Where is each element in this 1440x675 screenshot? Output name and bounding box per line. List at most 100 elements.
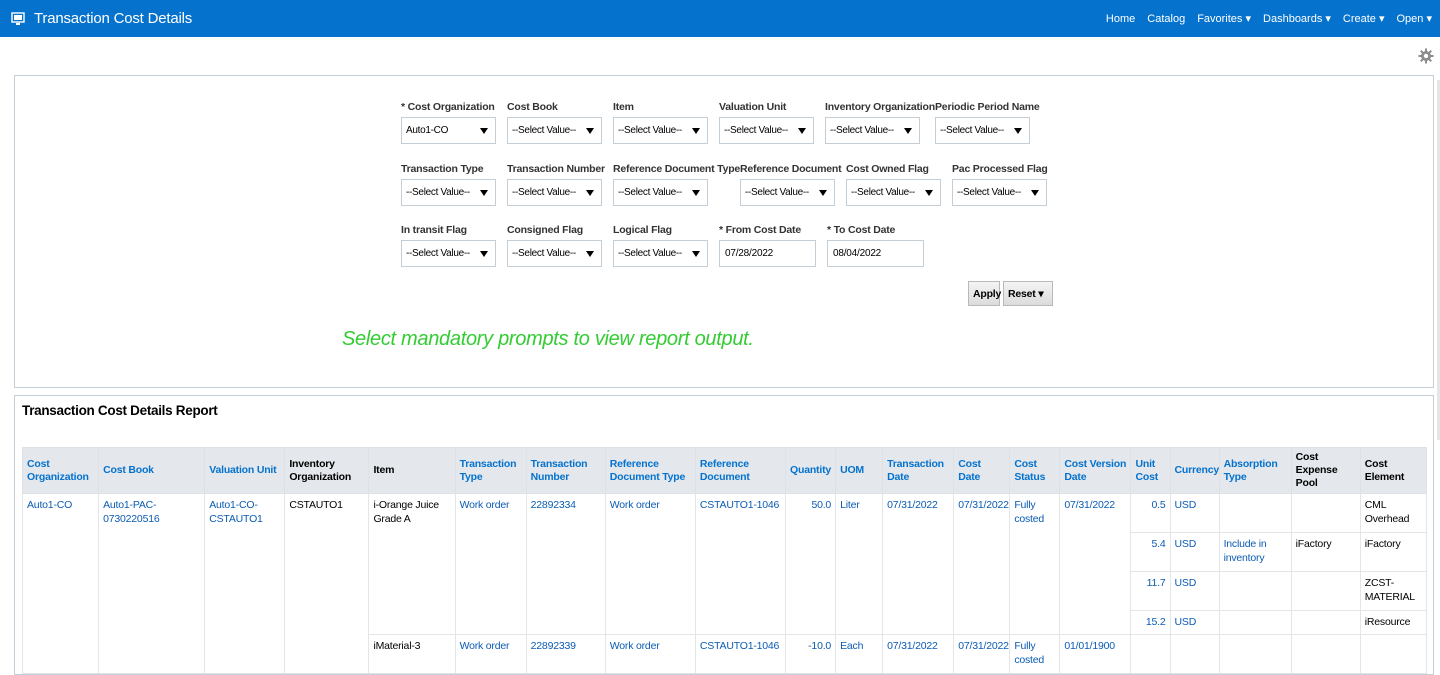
cost-owned-flag-label: Cost Owned Flag: [846, 163, 929, 175]
cell-cost-element: CML Overhead: [1359, 493, 1428, 533]
transaction-type-select[interactable]: --Select Value--: [401, 179, 496, 206]
dropdown-arrow-icon: [586, 190, 594, 196]
cell-transaction-number[interactable]: 22892339: [525, 634, 606, 674]
cell-cost-date[interactable]: 07/31/2022: [953, 634, 1011, 674]
nav-home[interactable]: Home: [1105, 12, 1136, 25]
consigned-flag-label: Consigned Flag: [507, 224, 583, 236]
cell-inventory-organization: CSTAUTO1: [284, 493, 370, 674]
cell-cost-organization[interactable]: Auto1-CO: [21, 493, 100, 674]
from-cost-date-input[interactable]: 07/28/2022: [719, 240, 816, 267]
cell-reference-document-type[interactable]: Work order: [604, 634, 696, 674]
cell-cost-version-date[interactable]: 07/31/2022: [1059, 493, 1132, 635]
cell-absorption-type[interactable]: [1218, 571, 1292, 611]
reference-document-select[interactable]: --Select Value--: [740, 179, 835, 206]
cell-valuation-unit[interactable]: Auto1-CO-CSTAUTO1: [204, 493, 286, 674]
cell-reference-document[interactable]: CSTAUTO1-1046: [694, 634, 787, 674]
reference-document-type-select[interactable]: --Select Value--: [613, 179, 708, 206]
col-header-cost-version-date[interactable]: Cost Version Date: [1059, 447, 1132, 494]
col-header-transaction-type[interactable]: Transaction Type: [454, 447, 527, 494]
pac-processed-flag-select[interactable]: --Select Value--: [952, 179, 1047, 206]
cell-absorption-type[interactable]: Include in inventory: [1218, 532, 1292, 572]
logical-flag-value: --Select Value--: [618, 248, 682, 259]
cell-transaction-type[interactable]: Work order: [454, 634, 527, 674]
cost-organization-select[interactable]: Auto1-CO: [401, 117, 496, 144]
top-header-bar: Transaction Cost Details Home Catalog Fa…: [0, 0, 1440, 37]
col-header-uom[interactable]: UOM: [835, 447, 884, 494]
cell-uom[interactable]: Liter: [835, 493, 884, 635]
reset-button[interactable]: Reset ▾: [1003, 281, 1053, 306]
cell-item: iMaterial-3: [368, 634, 456, 674]
cell-absorption-type[interactable]: [1218, 493, 1292, 533]
col-header-cost-status[interactable]: Cost Status: [1009, 447, 1061, 494]
cell-unit-cost[interactable]: 5.4: [1130, 532, 1171, 572]
cell-absorption-type[interactable]: [1218, 610, 1292, 635]
item-select[interactable]: --Select Value--: [613, 117, 708, 144]
cell-quantity[interactable]: 50.0: [785, 493, 837, 635]
valuation-unit-select[interactable]: --Select Value--: [719, 117, 814, 144]
cell-cost-book[interactable]: Auto1-PAC-0730220516: [98, 493, 206, 674]
in-transit-flag-select[interactable]: --Select Value--: [401, 240, 496, 267]
col-header-reference-document-type[interactable]: Reference Document Type: [604, 447, 696, 494]
cell-quantity[interactable]: -10.0: [785, 634, 837, 674]
periodic-period-name-select[interactable]: --Select Value--: [935, 117, 1030, 144]
dropdown-arrow-icon: [1014, 128, 1022, 134]
logical-flag-label: Logical Flag: [613, 224, 672, 236]
consigned-flag-select[interactable]: --Select Value--: [507, 240, 602, 267]
dropdown-arrow-icon: [819, 190, 827, 196]
gear-icon[interactable]: [1418, 48, 1434, 64]
col-header-cost-date[interactable]: Cost Date: [953, 447, 1011, 494]
logical-flag-select[interactable]: --Select Value--: [613, 240, 708, 267]
apply-button[interactable]: Apply: [968, 281, 1001, 306]
cell-reference-document-type[interactable]: Work order: [604, 493, 696, 635]
col-header-quantity[interactable]: Quantity: [785, 447, 837, 494]
cell-currency[interactable]: USD: [1169, 571, 1220, 611]
col-header-currency[interactable]: Currency: [1169, 447, 1220, 494]
cell-cost-version-date[interactable]: 01/01/1900: [1059, 634, 1132, 674]
cell-cost-status[interactable]: Fully costed: [1009, 634, 1061, 674]
col-header-unit-cost[interactable]: Unit Cost: [1130, 447, 1171, 494]
nav-dashboards-menu[interactable]: Dashboards ▾: [1263, 13, 1331, 25]
cell-uom[interactable]: Each: [835, 634, 884, 674]
cost-owned-flag-select[interactable]: --Select Value--: [846, 179, 941, 206]
col-header-transaction-number[interactable]: Transaction Number: [525, 447, 606, 494]
reference-document-type-value: --Select Value--: [618, 187, 682, 198]
cell-transaction-type[interactable]: Work order: [454, 493, 527, 635]
cost-book-label: Cost Book: [507, 101, 558, 113]
cell-unit-cost[interactable]: 0.5: [1130, 493, 1171, 533]
in-transit-flag-label: In transit Flag: [401, 224, 467, 236]
transaction-number-select[interactable]: --Select Value--: [507, 179, 602, 206]
cell-absorption-type: [1218, 634, 1292, 674]
nav-favorites-menu[interactable]: Favorites ▾: [1197, 13, 1252, 25]
col-header-transaction-date[interactable]: Transaction Date: [882, 447, 955, 494]
page-title: Transaction Cost Details: [34, 10, 193, 27]
col-header-absorption-type[interactable]: Absorption Type: [1218, 447, 1292, 494]
cell-cost-date[interactable]: 07/31/2022: [953, 493, 1011, 635]
cell-transaction-date[interactable]: 07/31/2022: [882, 493, 955, 635]
in-transit-flag-value: --Select Value--: [406, 248, 470, 259]
col-header-reference-document[interactable]: Reference Document: [694, 447, 787, 494]
cell-currency[interactable]: USD: [1169, 493, 1220, 533]
cell-unit-cost[interactable]: 15.2: [1130, 610, 1171, 635]
nav-create-menu[interactable]: Create ▾: [1342, 13, 1385, 25]
col-header-valuation-unit[interactable]: Valuation Unit: [204, 447, 286, 494]
cost-book-select[interactable]: --Select Value--: [507, 117, 602, 144]
col-header-cost-expense-pool: Cost Expense Pool: [1290, 447, 1361, 494]
nav-catalog[interactable]: Catalog: [1147, 12, 1186, 25]
transaction-type-value: --Select Value--: [406, 187, 470, 198]
cell-transaction-number[interactable]: 22892334: [525, 493, 606, 635]
dropdown-arrow-icon: [480, 251, 488, 257]
cell-unit-cost[interactable]: 11.7: [1130, 571, 1171, 611]
cell-cost-status[interactable]: Fully costed: [1009, 493, 1061, 635]
to-cost-date-input[interactable]: 08/04/2022: [827, 240, 924, 267]
periodic-period-name-value: --Select Value--: [940, 125, 1004, 136]
page-scrollbar[interactable]: [1437, 80, 1440, 440]
inventory-organization-select[interactable]: --Select Value--: [825, 117, 920, 144]
nav-open-menu[interactable]: Open ▾: [1396, 13, 1433, 25]
cell-currency[interactable]: USD: [1169, 610, 1220, 635]
cell-currency[interactable]: USD: [1169, 532, 1220, 572]
col-header-cost-organization[interactable]: Cost Organization: [21, 447, 100, 494]
col-header-cost-book[interactable]: Cost Book: [98, 447, 206, 494]
cell-transaction-date[interactable]: 07/31/2022: [882, 634, 955, 674]
cell-reference-document[interactable]: CSTAUTO1-1046: [694, 493, 787, 635]
dropdown-arrow-icon: [692, 251, 700, 257]
